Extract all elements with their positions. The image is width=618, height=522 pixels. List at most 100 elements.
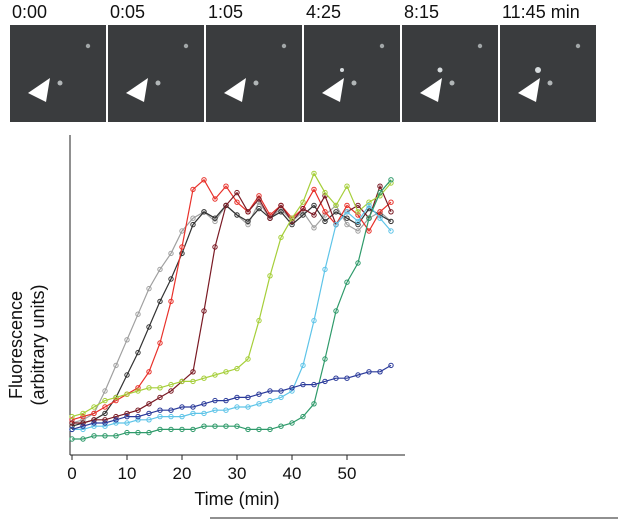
data-point (245, 218, 251, 225)
data-point (344, 209, 350, 215)
data-point (80, 436, 86, 442)
data-point (234, 199, 240, 205)
data-point (113, 417, 119, 423)
data-point (146, 429, 152, 436)
spot (351, 80, 357, 86)
data-point (322, 189, 328, 196)
spot (379, 43, 385, 49)
data-point (223, 407, 229, 413)
data-point (278, 202, 284, 209)
data-point (333, 308, 339, 314)
data-point (135, 311, 141, 317)
time-label: 0:05 (110, 2, 145, 22)
data-point (366, 202, 372, 209)
data-point (179, 404, 185, 410)
data-point (234, 423, 240, 429)
y-axis-label: Fluorescence (6, 291, 26, 399)
data-point (168, 413, 174, 420)
spot (183, 43, 189, 49)
data-point (124, 410, 130, 417)
data-point (311, 186, 317, 193)
data-point (69, 417, 75, 423)
micrograph (500, 25, 596, 122)
data-point (388, 209, 394, 215)
data-point (377, 189, 383, 196)
data-point (124, 391, 130, 397)
data-point (69, 423, 75, 429)
data-point (344, 375, 350, 381)
data-point (311, 317, 317, 324)
data-point (179, 426, 185, 433)
data-point (69, 420, 75, 426)
data-point (113, 433, 119, 439)
data-point (157, 385, 163, 391)
data-point (256, 205, 262, 212)
data-point (311, 170, 317, 177)
data-point (311, 202, 317, 209)
micrograph (206, 25, 302, 122)
data-point (135, 385, 141, 391)
data-point (212, 196, 218, 202)
data-point (267, 397, 273, 404)
data-point (256, 193, 262, 199)
arrowhead (224, 78, 246, 102)
data-point (146, 410, 152, 417)
data-point (102, 397, 108, 404)
spot (547, 80, 553, 86)
data-point (300, 205, 306, 212)
data-point (267, 426, 273, 433)
data-point (388, 218, 394, 225)
data-point (245, 426, 251, 433)
data-point (223, 202, 229, 209)
data-point (190, 369, 196, 375)
spot (449, 80, 455, 86)
data-point (344, 215, 350, 221)
data-point (146, 401, 152, 407)
data-point (267, 388, 273, 394)
data-point (146, 285, 152, 292)
data-point (355, 228, 361, 234)
data-point (344, 202, 350, 209)
data-point (333, 202, 339, 209)
arrowhead (28, 78, 50, 102)
data-point (179, 228, 185, 234)
data-point (212, 372, 218, 378)
data-point (113, 394, 119, 401)
data-point (212, 423, 218, 429)
data-point (124, 337, 130, 343)
data-point (377, 369, 383, 375)
data-point (267, 215, 273, 221)
data-point (190, 404, 196, 410)
data-point (377, 215, 383, 221)
data-point (157, 426, 163, 433)
data-point (344, 221, 350, 228)
data-point (146, 417, 152, 423)
data-point (80, 426, 86, 433)
data-point (91, 420, 97, 426)
data-point (322, 218, 328, 225)
data-point (300, 212, 306, 218)
spot (437, 67, 443, 73)
data-point (113, 413, 119, 420)
data-point (91, 417, 97, 423)
data-point (311, 212, 317, 218)
data-point (234, 365, 240, 372)
data-point (322, 356, 328, 362)
data-point (223, 397, 229, 404)
data-point (212, 397, 218, 404)
data-point (124, 429, 130, 436)
spot (85, 43, 91, 49)
data-point (311, 381, 317, 388)
data-point (124, 420, 130, 426)
data-point (311, 401, 317, 407)
data-point (190, 426, 196, 433)
data-point (168, 381, 174, 388)
data-point (212, 407, 218, 413)
data-point (355, 260, 361, 266)
data-point (278, 423, 284, 429)
arrowhead (126, 78, 148, 102)
data-point (80, 423, 86, 429)
data-point (91, 410, 97, 417)
data-point (355, 209, 361, 215)
data-point (168, 298, 174, 305)
